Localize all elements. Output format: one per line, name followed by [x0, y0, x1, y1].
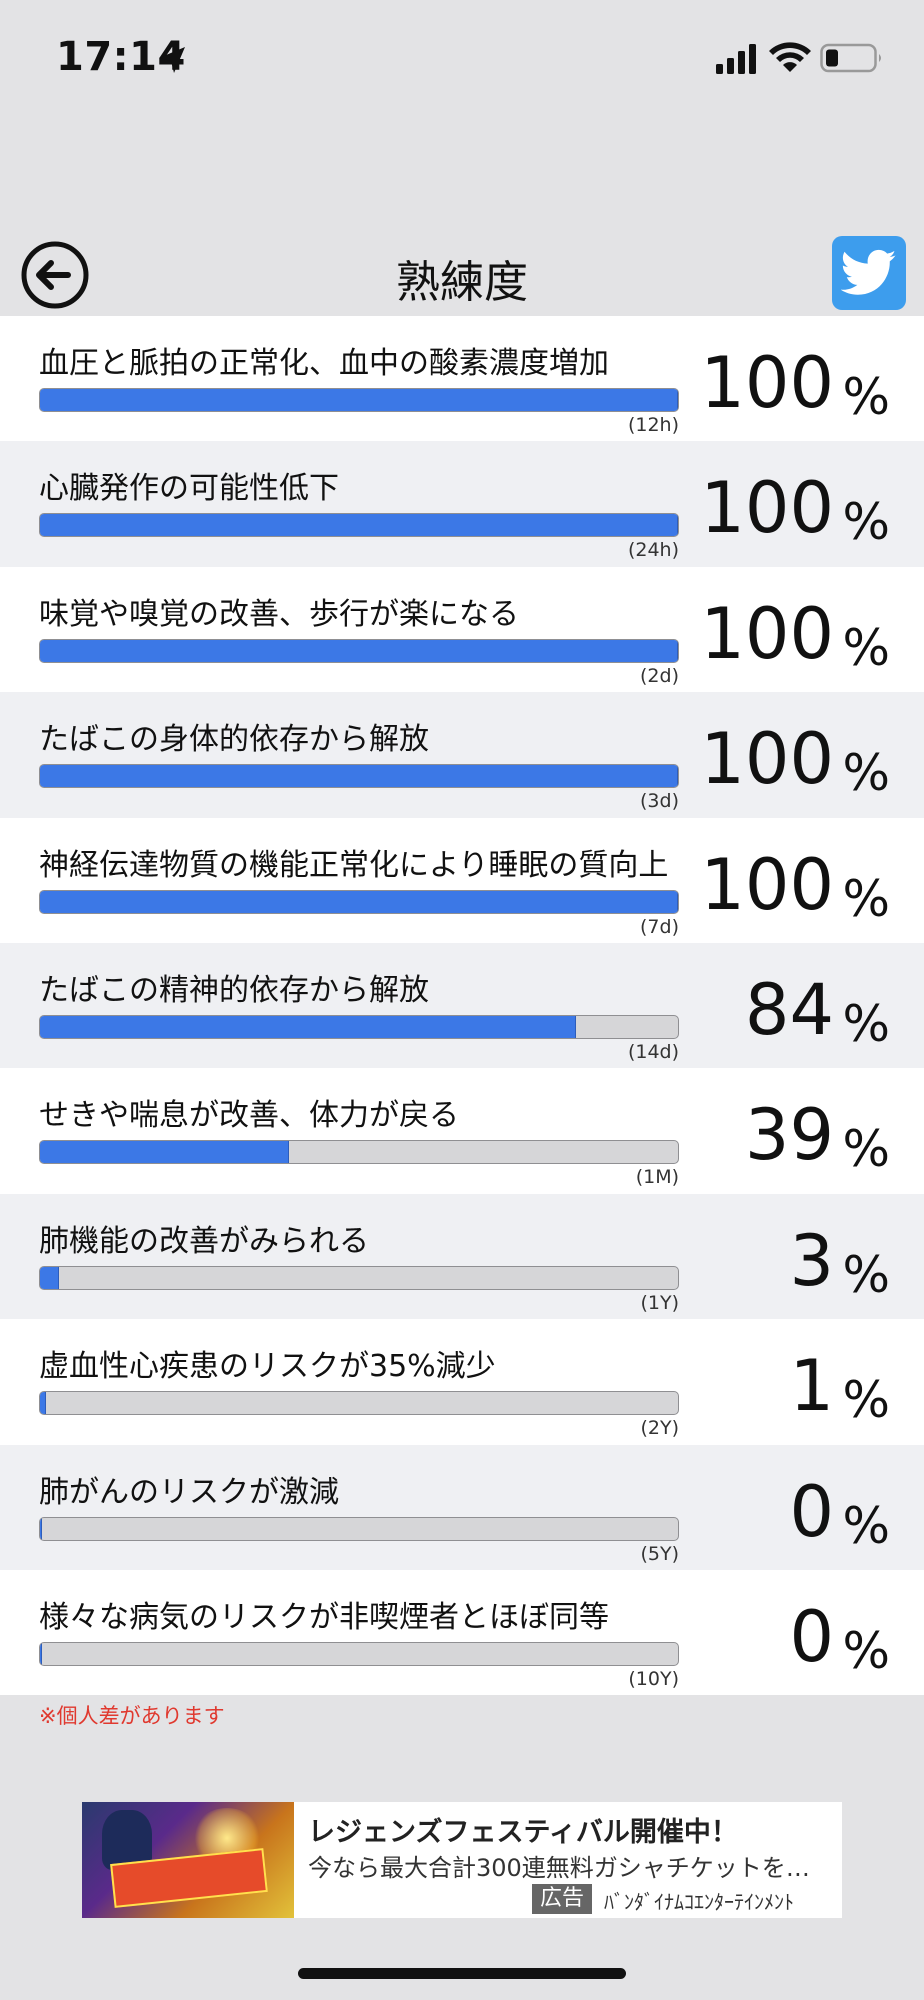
- milestone-label: たばこの精神的依存から解放: [39, 972, 429, 1008]
- home-indicator: [298, 1968, 626, 1979]
- milestone-period: (14d): [627, 1040, 679, 1063]
- milestone-label: 心臓発作の可能性低下: [39, 471, 339, 507]
- progress-bar: [39, 388, 679, 412]
- milestone-row: 血圧と脈拍の正常化、血中の酸素濃度増加 (12h) 100%: [0, 316, 924, 442]
- milestone-percent: 0: [789, 1470, 834, 1553]
- milestone-period: (12h): [627, 414, 679, 436]
- milestone-row: 肺機能の改善がみられる (1Y) 3%: [0, 1193, 924, 1320]
- progress-bar: [39, 1014, 679, 1039]
- milestone-label: たばこの身体的依存から解放: [39, 722, 429, 758]
- progress-fill: [40, 1517, 42, 1540]
- percent-unit: %: [842, 1496, 890, 1555]
- milestone-row: 神経伝達物質の機能正常化により睡眠の質向上 (7d) 100%: [0, 817, 924, 943]
- milestone-percent: 100: [700, 467, 834, 550]
- milestone-percent: 100: [700, 342, 834, 424]
- progress-bar: [39, 1265, 679, 1290]
- percent-unit: %: [842, 368, 890, 426]
- ad-description: 今なら最大合計300連無料ガシャチケットをプレゼント: [308, 1854, 828, 1882]
- milestone-period: (2Y): [640, 1417, 679, 1440]
- milestone-percent: 100: [700, 718, 834, 801]
- milestone-percent: 0: [789, 1595, 834, 1678]
- milestone-label: 血圧と脈拍の正常化、血中の酸素濃度増加: [39, 346, 609, 381]
- milestone-percent: 1: [789, 1345, 834, 1428]
- back-button[interactable]: [20, 240, 90, 310]
- milestone-percent: 3: [789, 1219, 834, 1302]
- progress-bar: [39, 1140, 679, 1165]
- milestone-percent: 100: [700, 843, 834, 926]
- twitter-bird-icon: [841, 249, 897, 295]
- progress-bar: [39, 1641, 679, 1666]
- progress-fill: [40, 1392, 47, 1415]
- milestone-period: (1Y): [640, 1291, 679, 1314]
- percent-unit: %: [842, 1245, 890, 1304]
- milestone-label: せきや喘息が改善、体力が戻る: [39, 1098, 459, 1134]
- milestone-row: 虚血性心疾患のリスクが35%減少 (2Y) 1%: [0, 1319, 924, 1445]
- milestone-period: (24h): [627, 539, 679, 562]
- progress-fill: [40, 389, 678, 411]
- progress-fill: [40, 639, 678, 662]
- milestone-row: せきや喘息が改善、体力が戻る (1M) 39%: [0, 1068, 924, 1194]
- wifi-icon: [769, 42, 811, 72]
- milestone-label: 肺機能の改善がみられる: [39, 1223, 369, 1259]
- milestone-period: (10Y): [628, 1667, 679, 1690]
- milestone-period: (7d): [640, 915, 679, 938]
- milestone-period: (5Y): [640, 1542, 679, 1565]
- percent-unit: %: [842, 744, 890, 803]
- progress-fill: [40, 890, 678, 913]
- milestone-label: 肺がんのリスクが激減: [39, 1474, 339, 1510]
- milestone-row: 肺がんのリスクが激減 (5Y) 0%: [0, 1444, 924, 1570]
- ad-image: [82, 1802, 294, 1918]
- percent-unit: %: [842, 493, 890, 552]
- progress-fill: [40, 1141, 289, 1164]
- disclaimer-note: ※個人差があります: [39, 1704, 225, 1728]
- twitter-share-button[interactable]: [832, 236, 906, 310]
- milestone-row: 心臓発作の可能性低下 (24h) 100%: [0, 441, 924, 567]
- progress-bar: [39, 1391, 679, 1416]
- progress-fill: [40, 1015, 576, 1038]
- signal-icon: [716, 44, 756, 74]
- ad-banner[interactable]: レジェンズフェスティバル開催中！ 今なら最大合計300連無料ガシャチケットをプレ…: [82, 1802, 842, 1918]
- milestone-list: 血圧と脈拍の正常化、血中の酸素濃度増加 (12h) 100% 心臓発作の可能性低下 (2…: [0, 316, 924, 1696]
- progress-fill: [40, 1642, 42, 1665]
- status-bar: 17:14: [0, 0, 924, 120]
- battery-icon: [820, 43, 881, 73]
- progress-bar: [39, 1516, 679, 1541]
- header: 熟練度: [0, 230, 924, 316]
- ad-sponsor: ﾊﾞﾝﾀﾞｲﾅﾑｺｴﾝﾀｰﾃｲﾝﾒﾝﾄ: [604, 1890, 794, 1914]
- milestone-percent: 39: [744, 1094, 834, 1177]
- percent-unit: %: [842, 1120, 890, 1179]
- progress-fill: [40, 765, 678, 788]
- progress-fill: [40, 1266, 60, 1289]
- progress-bar: [39, 889, 679, 914]
- milestone-row: たばこの身体的依存から解放 (3d) 100%: [0, 692, 924, 818]
- location-arrow-icon: [159, 47, 185, 73]
- percent-unit: %: [842, 1371, 890, 1430]
- percent-unit: %: [842, 1621, 890, 1680]
- milestone-percent: 84: [744, 968, 834, 1051]
- milestone-label: 味覚や嗅覚の改善、歩行が楽になる: [39, 596, 519, 632]
- milestone-percent: 100: [700, 592, 834, 675]
- percent-unit: %: [842, 618, 890, 677]
- milestone-label: 虚血性心疾患のリスクが35%減少: [39, 1349, 496, 1385]
- milestone-row: たばこの精神的依存から解放 (14d) 84%: [0, 942, 924, 1069]
- milestone-period: (2d): [640, 664, 679, 687]
- milestone-period: (1M): [635, 1166, 679, 1189]
- ad-badge: 広告: [532, 1884, 593, 1914]
- page-title: 熟練度: [396, 257, 528, 308]
- milestone-row: 様々な病気のリスクが非喫煙者とほぼ同等 (10Y) 0%: [0, 1569, 924, 1696]
- progress-bar: [39, 513, 679, 538]
- ad-title: レジェンズフェスティバル開催中！: [308, 1817, 738, 1848]
- milestone-period: (3d): [640, 790, 679, 813]
- progress-bar: [39, 764, 679, 789]
- percent-unit: %: [842, 994, 890, 1053]
- percent-unit: %: [842, 869, 890, 928]
- progress-fill: [40, 514, 678, 537]
- milestone-label: 様々な病気のリスクが非喫煙者とほぼ同等: [39, 1599, 609, 1635]
- progress-bar: [39, 638, 679, 663]
- milestone-label: 神経伝達物質の機能正常化により睡眠の質向上: [39, 847, 669, 883]
- milestone-row: 味覚や嗅覚の改善、歩行が楽になる (2d) 100%: [0, 566, 924, 693]
